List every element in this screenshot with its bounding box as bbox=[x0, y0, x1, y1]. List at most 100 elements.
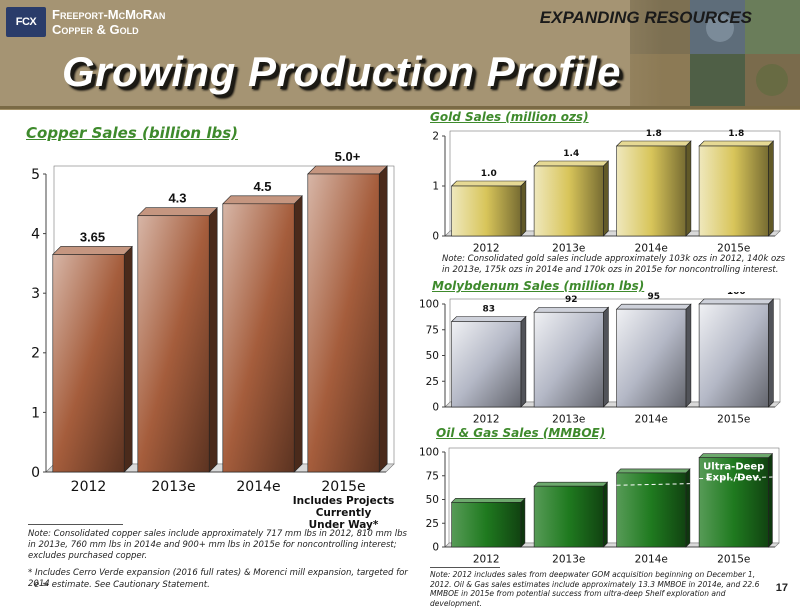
oil-bar-side bbox=[603, 481, 608, 548]
oil-bar-top bbox=[450, 498, 526, 503]
moly-data-label: 95 bbox=[647, 292, 660, 302]
copper-y-tick-label: 5 bbox=[31, 167, 40, 183]
moly-bar bbox=[698, 303, 769, 408]
gold-bar-side bbox=[603, 160, 609, 237]
moly-data-label: 92 bbox=[565, 295, 578, 305]
gold-bar-side bbox=[520, 180, 527, 237]
moly-y-tick-label: 0 bbox=[432, 402, 439, 414]
moly-x-tick-label: 2014e bbox=[635, 414, 668, 426]
moly-x-tick-label: 2015e bbox=[717, 414, 750, 426]
oil-gas-sales-chart: 0 25 50 75 100 2012 2013e 2014e 2015e Ultra-DeepE… bbox=[419, 447, 780, 566]
copper-y-tick-label: 2 bbox=[31, 346, 40, 362]
oil-bar bbox=[698, 457, 769, 548]
moly-bar-side bbox=[520, 315, 527, 408]
oil-bar-top bbox=[698, 453, 774, 459]
moly-bar-top bbox=[615, 303, 692, 310]
moly-y-tick-label: 100 bbox=[419, 299, 439, 311]
oil-x-tick-label: 2015e bbox=[717, 554, 750, 566]
oil-bar bbox=[451, 502, 522, 548]
copper-bar-side bbox=[378, 165, 388, 473]
oil-gas-note-rule bbox=[430, 567, 500, 568]
oil-bar-top bbox=[533, 481, 609, 487]
copper-footnote: * Includes Cerro Verde expansion (2016 f… bbox=[28, 568, 408, 589]
copper-y-tick-label: 1 bbox=[31, 405, 40, 421]
copper-data-label: 3.65 bbox=[80, 229, 105, 244]
copper-annotation: Includes Projects bbox=[293, 495, 395, 507]
molybdenum-sales-chart: 0 25 50 75 100 83 2012 92 2013e 95 2014e 100 2015e bbox=[419, 292, 781, 426]
oil-y-tick-label: 50 bbox=[426, 494, 439, 506]
header-divider bbox=[0, 106, 800, 109]
gold-data-label: 1.0 bbox=[481, 169, 497, 179]
gold-data-label: 1.8 bbox=[646, 129, 662, 139]
oil-gas-note: Note: 2012 includes sales from deepwater… bbox=[430, 570, 760, 608]
gold-bar-side bbox=[685, 140, 692, 237]
oil-bar bbox=[616, 472, 687, 548]
copper-sales-chart: 0 1 2 3 4 5 3.65 2012 4.3 2013e 4.5 2014e 5.0+ 2015eI… bbox=[31, 150, 395, 530]
estimate-note: e = estimate. See Cautionary Statement. bbox=[34, 580, 210, 590]
company-name: Freeport-McMoRan Copper & Gold bbox=[52, 7, 165, 37]
moly-x-tick-label: 2013e bbox=[552, 414, 585, 426]
oil-y-tick-label: 25 bbox=[426, 518, 439, 530]
company-logo: FCX Freeport-McMoRan Copper & Gold bbox=[6, 7, 165, 37]
moly-data-label: 83 bbox=[482, 305, 495, 315]
gold-bar bbox=[616, 145, 687, 237]
copper-y-tick-label: 4 bbox=[31, 227, 40, 243]
copper-bar-side bbox=[293, 195, 303, 473]
header-banner: FCX Freeport-McMoRan Copper & Gold EXPAN… bbox=[0, 0, 800, 110]
copper-y-tick-label: 3 bbox=[31, 286, 40, 302]
copper-note-rule bbox=[28, 524, 123, 525]
gold-x-tick-label: 2013e bbox=[552, 243, 585, 255]
gold-bar bbox=[451, 185, 522, 237]
oil-y-tick-label: 75 bbox=[426, 470, 439, 482]
moly-data-label: 100 bbox=[727, 292, 746, 297]
gold-data-label: 1.4 bbox=[563, 149, 579, 159]
oil-bar-side bbox=[685, 468, 691, 548]
copper-bar-top bbox=[222, 195, 303, 205]
gold-x-tick-label: 2015e bbox=[717, 243, 750, 255]
moly-bar-side bbox=[768, 298, 774, 408]
copper-bar-side bbox=[123, 245, 133, 473]
copper-data-label: 4.5 bbox=[253, 179, 271, 194]
gold-bar-side bbox=[768, 140, 774, 237]
copper-x-tick-label: 2012 bbox=[71, 479, 107, 495]
oil-bar-top bbox=[615, 468, 691, 474]
moly-bar-top bbox=[698, 298, 775, 305]
company-name-line2: Copper & Gold bbox=[52, 22, 139, 37]
copper-x-tick-label: 2013e bbox=[151, 479, 195, 495]
gold-x-tick-label: 2012 bbox=[473, 243, 500, 255]
copper-data-label: 5.0+ bbox=[335, 150, 361, 164]
gold-y-tick-label: 0 bbox=[432, 231, 439, 243]
oil-x-tick-label: 2012 bbox=[473, 554, 500, 566]
moly-bar-side bbox=[685, 303, 692, 408]
gold-note: Note: Consolidated gold sales include ap… bbox=[442, 254, 786, 275]
gold-bar bbox=[698, 145, 769, 237]
page-number: 17 bbox=[775, 582, 788, 594]
moly-y-tick-label: 25 bbox=[426, 376, 439, 388]
moly-bar bbox=[533, 311, 604, 408]
oil-x-tick-label: 2014e bbox=[635, 554, 668, 566]
gold-bar-top bbox=[615, 140, 692, 147]
oil-gas-annotation: Ultra-Deep bbox=[703, 462, 764, 473]
gold-bar-top bbox=[698, 140, 775, 147]
page-title: Growing Production Profile bbox=[62, 48, 621, 95]
moly-bar bbox=[451, 321, 522, 408]
copper-x-tick-label: 2014e bbox=[236, 479, 280, 495]
moly-y-tick-label: 50 bbox=[426, 350, 439, 362]
gold-x-tick-label: 2014e bbox=[635, 243, 668, 255]
molybdenum-chart-title: Molybdenum Sales (million lbs) bbox=[432, 279, 645, 293]
copper-x-tick-label: 2015e bbox=[321, 479, 365, 495]
oil-split-line bbox=[616, 483, 690, 486]
copper-y-tick-label: 0 bbox=[31, 465, 40, 481]
copper-bar-top bbox=[52, 246, 133, 255]
copper-data-label: 4.3 bbox=[168, 191, 186, 206]
banner-tagline: EXPANDING RESOURCES bbox=[539, 8, 752, 27]
copper-bar-top bbox=[307, 165, 388, 175]
oil-bar bbox=[533, 485, 604, 548]
copper-annotation: Under Way* bbox=[309, 519, 379, 530]
copper-bar bbox=[222, 203, 295, 473]
gold-bar-top bbox=[450, 180, 527, 187]
oil-y-tick-label: 100 bbox=[419, 447, 439, 459]
moly-bar-side bbox=[603, 306, 609, 408]
oil-y-tick-label: 0 bbox=[432, 542, 439, 554]
gold-chart-title: Gold Sales (million ozs) bbox=[430, 110, 589, 124]
